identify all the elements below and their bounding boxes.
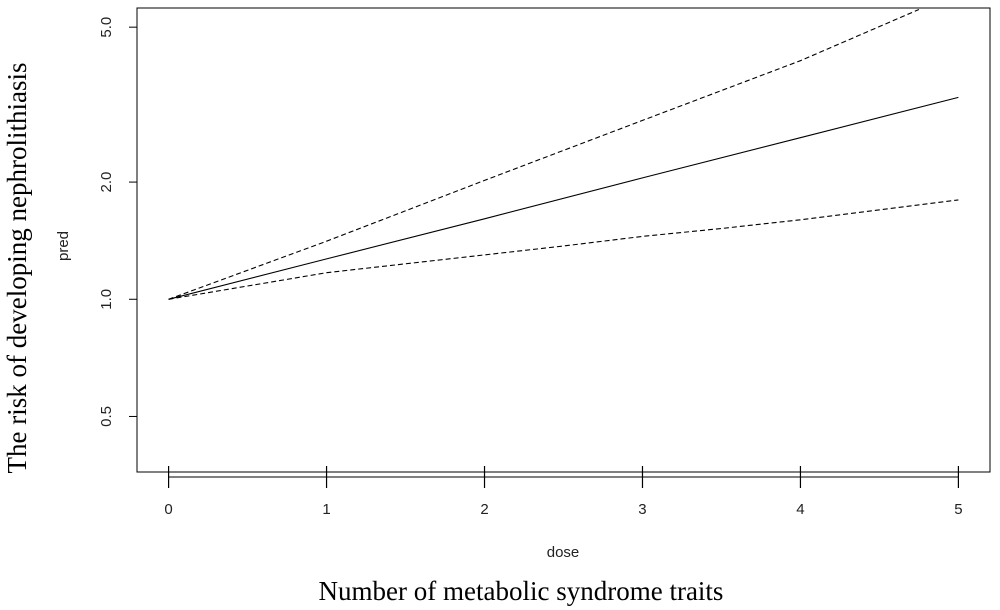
x-tick-label: 2 xyxy=(480,501,488,518)
x-tick-label: 3 xyxy=(638,501,646,518)
outer-y-axis-label: The risk of developing nephrolithiasis xyxy=(2,63,32,474)
y-tick-label: 5.0 xyxy=(98,17,115,38)
x-tick-label: 4 xyxy=(796,501,804,518)
x-axis: 0 1 2 3 4 5 xyxy=(164,466,963,518)
y-axis-label: pred xyxy=(55,231,72,261)
x-tick-label: 1 xyxy=(322,501,330,518)
outer-x-axis-label: Number of metabolic syndrome traits xyxy=(319,576,724,606)
x-tick-label: 5 xyxy=(954,501,962,518)
x-tick-label: 0 xyxy=(164,501,172,518)
x-axis-label: dose xyxy=(547,544,580,561)
series-lower-ci-line xyxy=(168,199,959,300)
y-tick-label: 1.0 xyxy=(98,289,115,310)
plot-frame xyxy=(136,7,991,473)
y-axis: 0.5 1.0 2.0 5.0 xyxy=(98,17,137,427)
y-tick-label: 2.0 xyxy=(98,172,115,193)
series-upper-ci-line xyxy=(168,8,920,300)
y-tick-label: 0.5 xyxy=(98,406,115,427)
series-estimate-line xyxy=(168,96,959,300)
series-layer xyxy=(168,8,959,300)
